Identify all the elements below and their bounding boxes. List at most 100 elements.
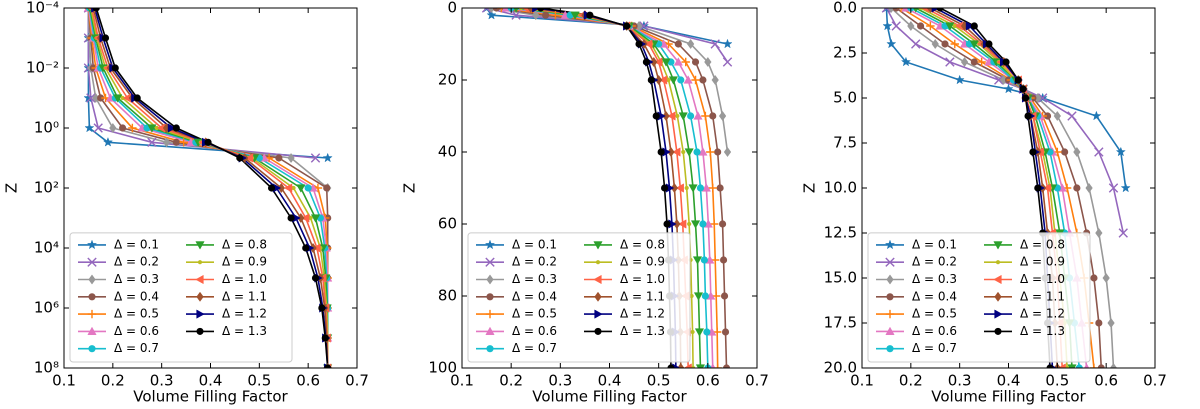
legend-label: Δ = 1.0 [620, 272, 665, 286]
marker [687, 112, 695, 120]
axes-frame [461, 7, 758, 369]
series-line [90, 8, 329, 368]
marker [673, 218, 681, 230]
marker [945, 57, 955, 67]
marker [147, 124, 157, 133]
legend-marker [197, 260, 203, 265]
y-tick-label: 10² [34, 179, 59, 197]
series-line [87, 8, 316, 159]
marker [532, 10, 540, 21]
marker [481, 8, 492, 13]
legend-marker [196, 327, 204, 335]
marker [977, 57, 986, 67]
marker [1095, 227, 1103, 239]
marker [244, 153, 254, 163]
x-tick-label: 0.7 [745, 372, 769, 390]
marker [1120, 182, 1131, 193]
marker [1003, 83, 1014, 94]
legend: Δ = 0.1 Δ = 0.2 Δ = 0.3 Δ = 0.4 Δ = 0.5 Δ = 0… [867, 232, 1091, 363]
x-tick-label: 0.7 [345, 372, 369, 390]
marker [672, 363, 681, 368]
marker [172, 124, 180, 132]
marker [690, 365, 696, 368]
legend-label: Δ = 0.8 [1020, 237, 1065, 251]
marker [570, 11, 580, 20]
series-line [895, 8, 1103, 368]
marker [690, 220, 701, 229]
legend-box [69, 232, 293, 363]
x-tick-label: 0.4 [199, 372, 223, 390]
marker [1102, 272, 1110, 284]
legend-marker [195, 274, 204, 285]
legend-marker [994, 291, 1002, 302]
y-tick-label: 10.0 [824, 179, 857, 197]
x-tick-label: 0.3 [548, 372, 572, 390]
marker [639, 21, 649, 31]
y-tick-label: 20 [438, 71, 457, 89]
legend: Δ = 0.1 Δ = 0.2 Δ = 0.3 Δ = 0.4 Δ = 0.5 Δ = 0… [467, 232, 691, 363]
x-tick-label: 0.1 [52, 372, 76, 390]
y-tick-label: 7.5 [833, 134, 857, 152]
marker [900, 56, 912, 67]
y-tick-label: 10⁰ [34, 119, 59, 137]
marker [969, 40, 979, 49]
marker [687, 221, 692, 227]
marker [652, 112, 660, 120]
marker [700, 256, 708, 264]
marker [1108, 183, 1119, 193]
marker [920, 8, 930, 13]
y-tick-label: 15.0 [824, 269, 857, 287]
x-tick-label: 0.5 [247, 372, 271, 390]
legend-label: Δ = 1.2 [1020, 307, 1065, 321]
marker [172, 138, 180, 146]
legend-marker [994, 327, 1002, 335]
marker [723, 146, 732, 158]
legend-label: Δ = 0.7 [912, 341, 957, 355]
legend-label: Δ = 1.1 [1020, 289, 1065, 303]
marker [323, 184, 331, 192]
legend-marker [196, 309, 205, 319]
legend-marker [87, 309, 97, 319]
marker [695, 364, 706, 368]
legend-marker [886, 293, 894, 301]
legend-label: Δ = 0.6 [114, 324, 159, 338]
marker [1090, 274, 1098, 282]
marker [511, 10, 521, 20]
legend-label: Δ = 1.1 [620, 289, 665, 303]
legend-label: Δ = 0.2 [114, 255, 159, 269]
y-tick-label: 40 [438, 143, 457, 161]
legend-label: Δ = 0.9 [620, 255, 665, 269]
x-tick-label: 0.5 [647, 372, 671, 390]
marker [1118, 228, 1128, 238]
marker [318, 304, 326, 312]
marker [692, 256, 703, 265]
legend-marker [593, 274, 602, 285]
y-tick-label: 10⁸ [34, 359, 59, 377]
x-tick-label: 0.3 [150, 372, 174, 390]
marker [1034, 184, 1042, 192]
y-tick-label: 0 [447, 0, 457, 17]
legend-label: Δ = 1.3 [222, 324, 267, 338]
y-tick-label: 10⁻² [26, 59, 59, 77]
marker [960, 56, 969, 68]
marker [111, 64, 119, 72]
x-tick-label: 0.6 [1094, 372, 1118, 390]
legend-label: Δ = 0.4 [512, 289, 557, 303]
marker [133, 94, 141, 102]
marker [1061, 148, 1069, 156]
series-line [87, 8, 329, 189]
marker [179, 138, 188, 147]
marker [711, 74, 719, 86]
panel: 0.1 0.2 0.3 0.4 0.5 0.6 0.7 10⁻⁴ 10⁻² 10⁰ 10² 10⁴ 10… [3, 0, 369, 406]
marker [486, 9, 497, 20]
marker [1073, 146, 1081, 158]
marker [677, 76, 685, 84]
legend-marker [594, 309, 603, 319]
marker [1022, 94, 1030, 102]
legend-marker [886, 274, 894, 285]
legend-label: Δ = 1.3 [1020, 324, 1065, 338]
marker [673, 57, 683, 66]
axes-frame [63, 7, 358, 369]
marker [654, 74, 663, 86]
